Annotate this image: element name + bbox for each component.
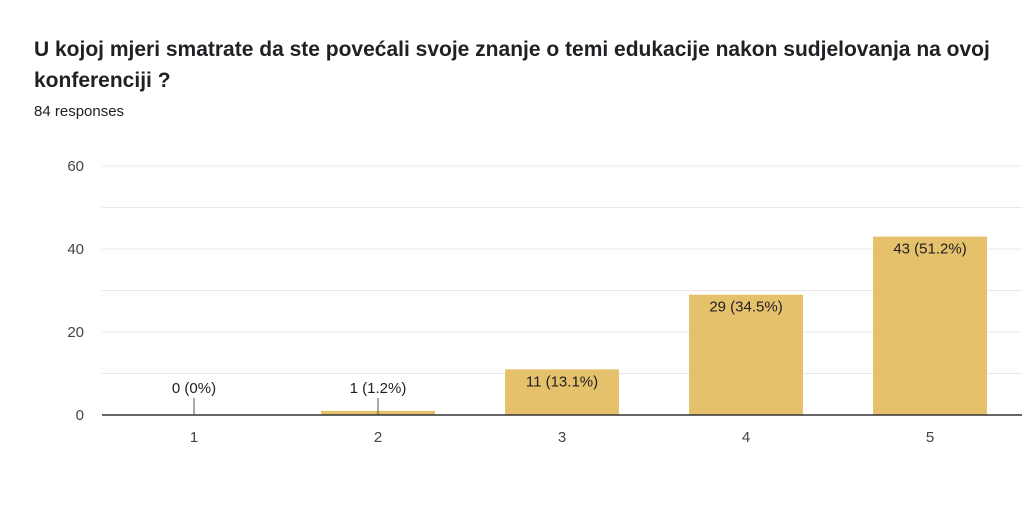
data-label: 0 (0%) [172,380,216,397]
y-axis-ticks: 0 20 40 60 [67,158,84,424]
y-tick-label: 40 [67,241,84,258]
data-labels: 0 (0%) 1 (1.2%) 11 (13.1%) 29 (34.5%) 43 (51… [172,241,967,415]
x-tick-label: 4 [742,429,750,446]
y-tick-label: 60 [67,158,84,175]
data-label: 11 (13.1%) [526,373,598,390]
y-tick-label: 20 [67,324,84,341]
data-label: 1 (1.2%) [350,380,407,397]
bar [873,236,987,415]
x-tick-label: 3 [558,429,566,446]
response-count: 84 responses [34,103,125,120]
question-title: U kojoj mjeri smatrate da ste povećali s… [34,38,990,92]
bars [321,236,987,415]
bar [689,294,803,415]
data-label: 43 (51.2%) [893,241,966,258]
x-tick-label: 5 [926,429,934,446]
data-label: 29 (34.5%) [709,299,782,316]
x-tick-label: 2 [374,429,382,446]
x-axis-ticks: 1 2 3 4 5 [190,429,934,446]
x-tick-label: 1 [190,429,198,446]
bar [505,369,619,415]
y-tick-label: 0 [76,407,84,424]
